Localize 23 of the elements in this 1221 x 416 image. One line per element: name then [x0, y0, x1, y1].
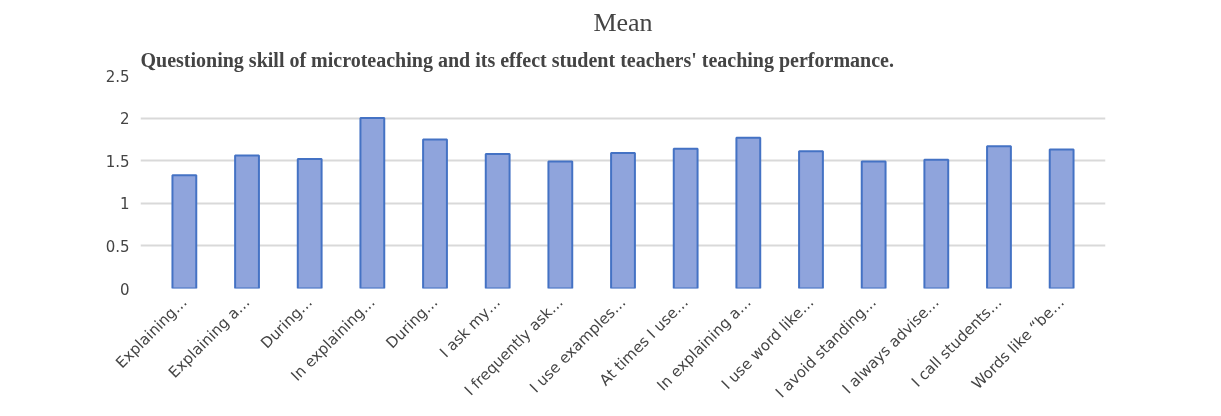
y-tick-label: 2.5: [105, 67, 130, 86]
y-tick-label: 1: [119, 195, 130, 214]
bar: [484, 152, 511, 289]
bar: [860, 160, 887, 289]
bar: [735, 136, 762, 289]
text: Questioning skill of microteaching and its effect student teachers' teaching performance.: [140, 48, 894, 72]
bar: [986, 145, 1012, 289]
bar: [234, 154, 260, 289]
bar: [1048, 148, 1075, 289]
bar: [359, 117, 386, 289]
chart-title: Mean: [593, 7, 653, 37]
bar: [672, 147, 699, 289]
bar: [923, 158, 950, 289]
y-tick-label: 2: [119, 110, 130, 129]
bar: [547, 160, 574, 289]
y-tick-label: 1.5: [105, 152, 130, 171]
y-tick-label: 0.5: [105, 237, 130, 256]
bar: [171, 174, 198, 289]
bar: [422, 138, 448, 289]
bar: [296, 158, 323, 289]
bar: [610, 152, 636, 289]
bar: [798, 150, 824, 289]
y-tick-label: 0: [119, 280, 130, 299]
